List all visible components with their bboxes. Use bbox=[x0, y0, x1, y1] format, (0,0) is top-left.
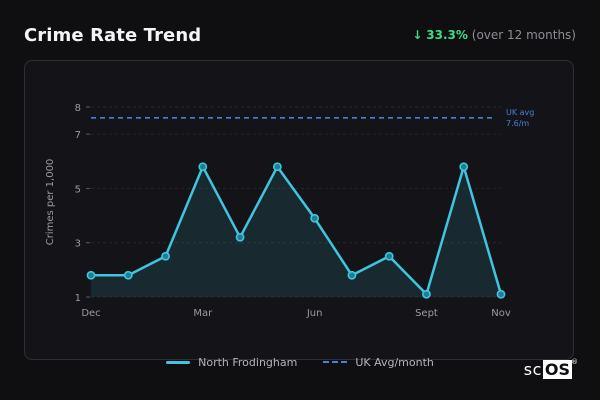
data-point bbox=[347, 270, 357, 280]
data-point bbox=[235, 232, 245, 242]
data-point bbox=[422, 289, 431, 299]
y-axis-label: Crimes per 1,000 bbox=[45, 159, 56, 246]
down-arrow-icon: ↓ bbox=[412, 28, 423, 42]
legend-item-average[interactable]: UK Avg/month bbox=[323, 356, 434, 369]
legend-swatch-average bbox=[323, 361, 348, 363]
x-tick-label: Sept bbox=[415, 308, 438, 319]
change-period: (over 12 months) bbox=[471, 28, 576, 42]
data-point bbox=[384, 251, 394, 261]
change-value: 33.3% bbox=[426, 28, 468, 42]
data-point bbox=[161, 251, 170, 261]
uk-average-label-2: 7.6/m bbox=[506, 119, 529, 128]
uk-average-label-1: UK avg bbox=[506, 108, 534, 117]
y-tick-label: 8 bbox=[75, 103, 81, 114]
series-area bbox=[91, 166, 501, 297]
data-point bbox=[310, 213, 320, 223]
y-tick-label: 3 bbox=[75, 239, 81, 250]
registered-mark: ® bbox=[571, 358, 578, 366]
x-tick-label: Dec bbox=[81, 308, 100, 319]
data-point bbox=[272, 162, 282, 172]
page-title: Crime Rate Trend bbox=[24, 25, 202, 46]
chart-card bbox=[24, 60, 574, 360]
data-point bbox=[86, 270, 96, 280]
x-tick-label: Nov bbox=[491, 308, 511, 319]
legend-label-series: North Frodingham bbox=[198, 355, 298, 369]
legend-label-average: UK Avg/month bbox=[355, 355, 434, 369]
logo-text-os: OS bbox=[542, 360, 572, 379]
data-point bbox=[496, 289, 506, 299]
legend-item-series[interactable]: North Frodingham bbox=[166, 356, 297, 369]
scos-logo: sc OS ® bbox=[523, 358, 578, 379]
x-tick-label: Mar bbox=[193, 308, 213, 319]
logo-text-sc: sc bbox=[523, 360, 542, 379]
data-point bbox=[123, 270, 133, 280]
y-tick-label: 1 bbox=[75, 293, 81, 304]
series-line bbox=[91, 165, 503, 296]
trend-change: ↓ 33.3% (over 12 months) bbox=[412, 28, 576, 42]
data-point bbox=[459, 162, 469, 172]
legend-swatch-series bbox=[166, 360, 191, 364]
data-point bbox=[198, 162, 208, 172]
chart-legend: North Frodingham UK Avg/month bbox=[0, 354, 600, 370]
x-tick-label: Jun bbox=[306, 308, 323, 319]
y-tick-label: 7 bbox=[75, 130, 81, 141]
y-tick-label: 5 bbox=[75, 184, 81, 195]
